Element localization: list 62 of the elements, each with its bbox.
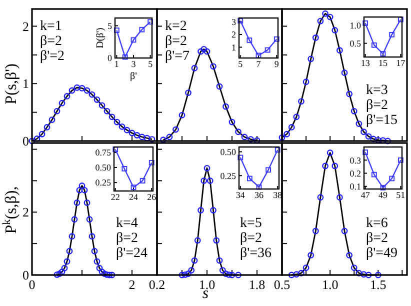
annotation: β'=15 (366, 112, 398, 128)
y-tick-label: 0 (22, 134, 29, 149)
x-tick-label: 2 (128, 277, 136, 292)
x-tick-label: 34 (236, 190, 246, 200)
annotation: k=3 (366, 82, 388, 98)
x-tick-label: 1.5 (370, 277, 386, 292)
x-tick-label: 36 (254, 190, 264, 200)
annotation: β=2 (366, 98, 388, 113)
x-tick-label: 22 (110, 192, 120, 202)
y-tick-label: 2 (22, 204, 29, 220)
x-tick-label: 49 (378, 190, 388, 200)
annotation: β'=24 (116, 246, 148, 261)
x-tick-label: 1 (114, 59, 119, 69)
annotation: β=2 (40, 34, 62, 49)
y-axis-title: P(s,β') (3, 64, 20, 104)
y-tick-label: 1.0 (350, 20, 362, 30)
x-axis-title: β' (130, 71, 138, 82)
y-tick-label: 0.75 (95, 148, 112, 158)
y-tick-label: 0.25 (220, 170, 236, 181)
x-tick-label: 13 (360, 58, 370, 68)
y-tick-label: 1 (22, 76, 29, 92)
x-tick-label: 0.2 (148, 277, 166, 292)
y-tick-label: 0.50 (220, 146, 236, 157)
y-tick-label: 0.2 (350, 168, 361, 178)
x-tick-label: 5 (148, 59, 154, 69)
y-tick-label: 0.3 (350, 155, 362, 166)
y-tick-label: 2 (22, 18, 29, 34)
annotation: k=6 (366, 216, 388, 231)
y-tick-label: 0.25 (95, 178, 112, 188)
y-tick-label: 0.50 (95, 162, 112, 173)
x-tick-label: 24 (129, 192, 138, 202)
y-tick-label: 0.5 (350, 38, 362, 48)
annotation: β=2 (165, 34, 188, 49)
annotation: k=5 (240, 216, 262, 231)
annotation: β'=36 (240, 246, 272, 261)
annotation: β'=49 (366, 246, 398, 261)
x-tick-label: 5 (238, 59, 244, 69)
annotation: β'=2 (40, 48, 65, 64)
x-tick-label: 7 (256, 59, 262, 69)
y-tick-label: 1 (232, 42, 236, 52)
y-tick-label: 3 (232, 16, 236, 27)
x-tick-label: 1.0 (322, 277, 338, 292)
x-tick-label: 9 (274, 59, 280, 69)
x-tick-label: 3 (131, 59, 136, 69)
y-tick-label: 2 (232, 30, 236, 40)
annotation: k=1 (40, 18, 62, 34)
annotation: β'=7 (165, 48, 190, 64)
y-tick-label: 5 (108, 20, 112, 31)
annotation: k=4 (116, 216, 138, 231)
annotation: k=2 (165, 18, 187, 34)
y-tick-label: 0.1 (350, 182, 361, 192)
x-tick-label: 51 (396, 190, 406, 200)
annotation: β=2 (366, 230, 388, 246)
x-tick-label: 47 (360, 190, 370, 200)
x-tick-label: 17 (396, 58, 406, 68)
annotation: β=2 (116, 230, 138, 246)
x-tick-label: 15 (378, 58, 388, 68)
x-tick-label: 0.5 (274, 277, 290, 292)
x-tick-label: 26 (147, 192, 157, 202)
y-axis-title: D(β') (95, 28, 106, 48)
x-tick-label: 1.8 (248, 277, 266, 292)
annotation: β=2 (240, 230, 262, 246)
